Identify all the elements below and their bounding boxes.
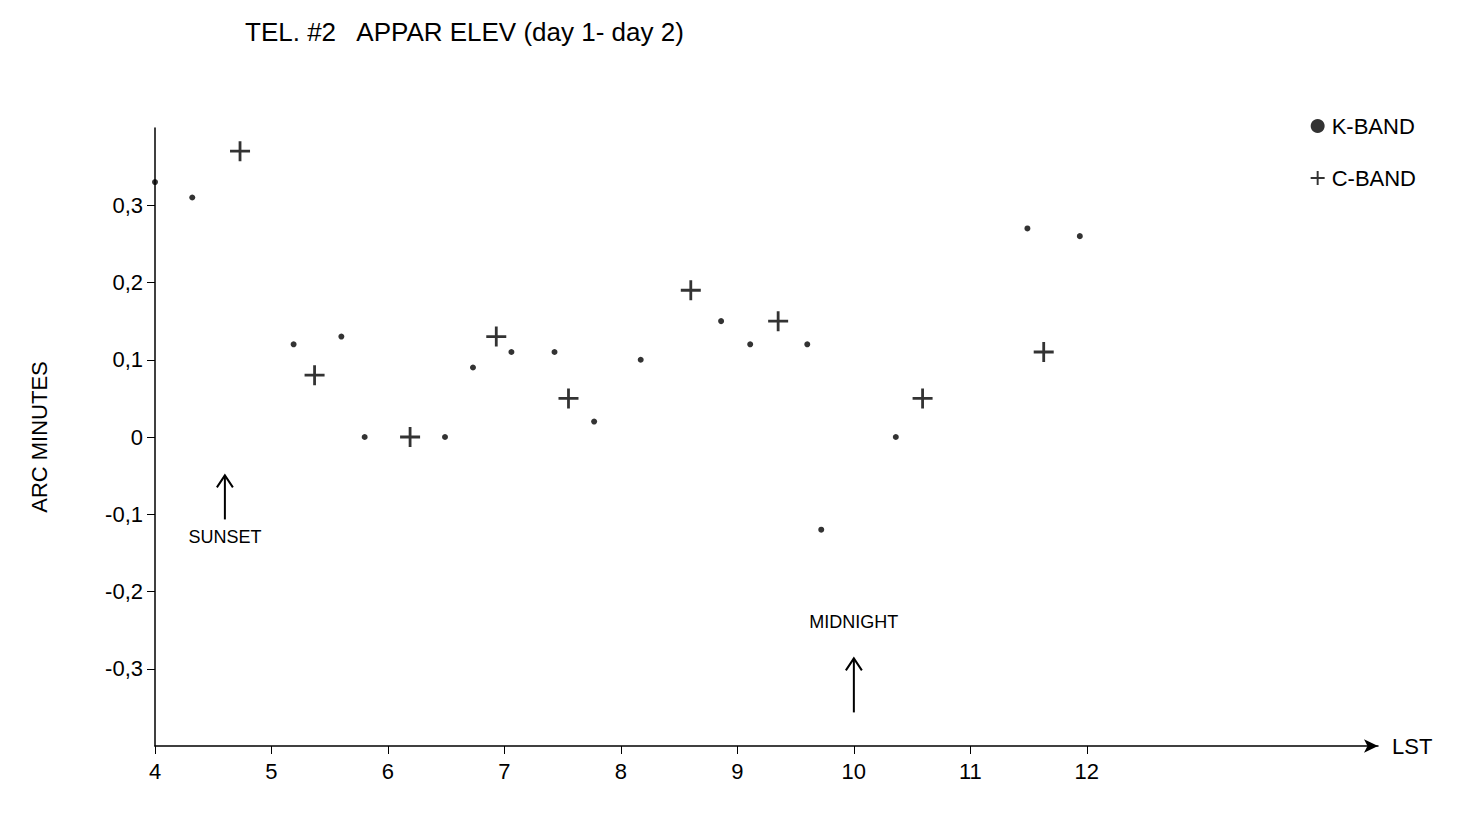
svg-text:-0,2: -0,2 [105,579,143,604]
svg-text:7: 7 [498,759,510,784]
svg-text:TEL. #2 APPAR ELEV (day 1- d: TEL. #2 APPAR ELEV (day 1- day 2) [245,17,684,47]
svg-text:5: 5 [265,759,277,784]
svg-text:4: 4 [149,759,161,784]
svg-text:0,2: 0,2 [112,270,143,295]
svg-text:10: 10 [842,759,866,784]
svg-text:0,1: 0,1 [112,347,143,372]
svg-text:-0,3: -0,3 [105,656,143,681]
svg-text:0: 0 [131,425,143,450]
svg-text:-0,1: -0,1 [105,502,143,527]
svg-text:8: 8 [615,759,627,784]
svg-text:K-BAND: K-BAND [1332,114,1415,139]
svg-text:11: 11 [959,759,982,784]
svg-text:12: 12 [1075,759,1099,784]
svg-text:MIDNIGHT: MIDNIGHT [809,612,898,632]
svg-text:SUNSET: SUNSET [188,527,261,547]
svg-text:C-BAND: C-BAND [1332,166,1416,191]
svg-text:LST: LST [1392,734,1432,759]
svg-text:0,3: 0,3 [112,193,143,218]
svg-text:9: 9 [731,759,743,784]
svg-text:ARC MINUTES: ARC MINUTES [27,361,52,513]
svg-text:6: 6 [382,759,394,784]
